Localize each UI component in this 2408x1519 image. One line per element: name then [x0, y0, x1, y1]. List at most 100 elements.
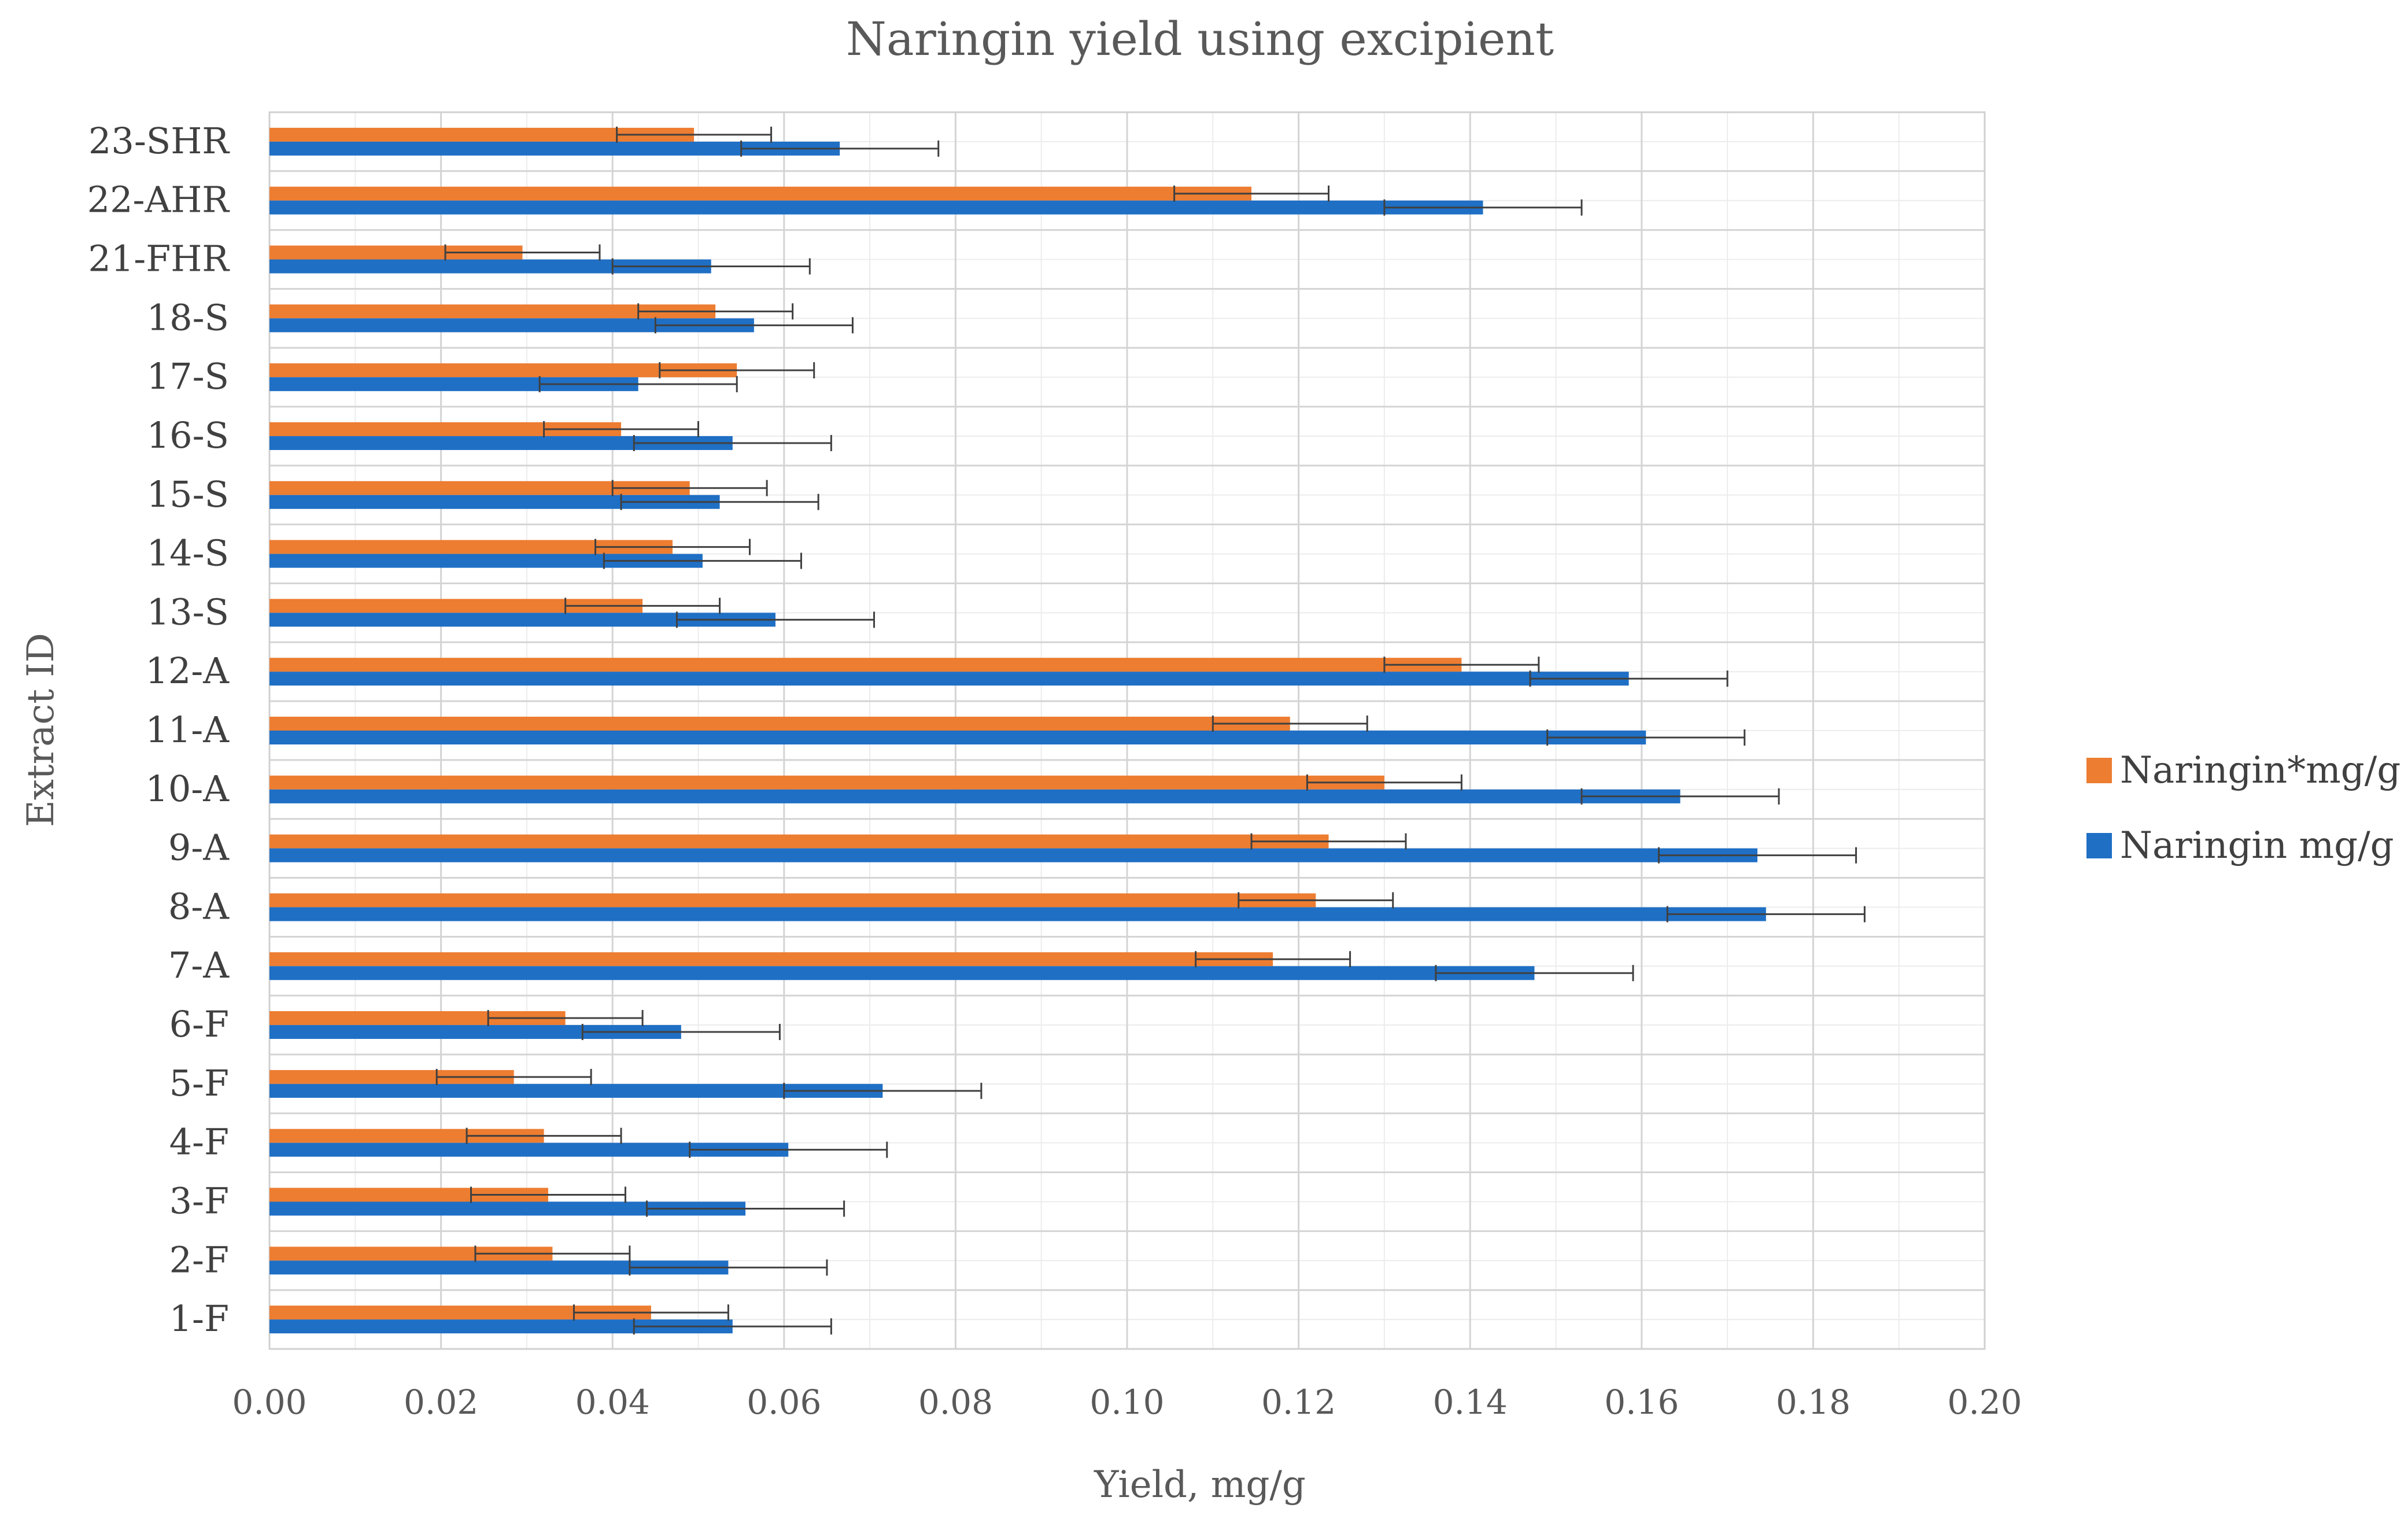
- error-bar-naringin-12-A: [1529, 670, 1729, 687]
- x-tick-label: 0.18: [1776, 1382, 1851, 1422]
- error-bar-naringin-excipient-17-S: [659, 362, 815, 379]
- bar-naringin-excipient-9-A: [269, 834, 1329, 849]
- error-bar-naringin-17-S: [538, 376, 738, 393]
- error-bar-naringin-excipient-10-A: [1306, 774, 1462, 791]
- error-bar-naringin-excipient-21-FHR: [444, 244, 601, 261]
- error-bar-naringin-excipient-2-F: [474, 1245, 631, 1262]
- error-bar-naringin-4-F: [689, 1141, 888, 1158]
- error-bar-naringin-excipient-1-F: [573, 1304, 729, 1321]
- error-bar-naringin-3-F: [646, 1200, 845, 1217]
- category-label: 18-S: [147, 296, 229, 338]
- x-tick-label: 0.02: [404, 1382, 478, 1422]
- category-label: 1-F: [169, 1297, 229, 1340]
- error-bar-naringin-excipient-18-S: [637, 303, 794, 320]
- error-bar-naringin-8-A: [1666, 906, 1866, 923]
- error-bar-naringin-excipient-13-S: [564, 598, 721, 614]
- x-tick-label: 0.16: [1604, 1382, 1679, 1422]
- error-bar-naringin-6-F: [581, 1024, 781, 1041]
- bar-naringin-excipient-22-AHR: [269, 186, 1252, 201]
- bar-naringin-8-A: [269, 907, 1766, 921]
- category-label: 6-F: [169, 1003, 229, 1045]
- legend: Naringin*mg/g Naringin mg/g: [2086, 749, 2400, 867]
- x-tick-label: 0.14: [1433, 1382, 1508, 1422]
- bars: [269, 127, 1766, 1334]
- y-axis-categories: 1-F 2-F 3-F 4-F 5-F 6-F 7-A 8-A 9-A 10-A 11-A 12-A 1…: [87, 120, 231, 1340]
- error-bar-naringin-excipient-3-F: [470, 1186, 626, 1203]
- category-label: 10-A: [145, 768, 230, 810]
- error-bar-naringin-14-S: [603, 552, 802, 569]
- error-bar-naringin-18-S: [654, 317, 854, 334]
- error-bar-naringin-16-S: [633, 434, 832, 451]
- legend-item: Naringin mg/g: [2086, 824, 2394, 867]
- x-axis-title: Yield, mg/g: [1094, 1463, 1306, 1506]
- error-bar-naringin-excipient-15-S: [611, 480, 768, 496]
- error-bars: [435, 126, 1866, 1335]
- error-bar-naringin-excipient-7-A: [1195, 951, 1351, 968]
- error-bar-naringin-excipient-12-A: [1383, 657, 1540, 673]
- bar-naringin-excipient-8-A: [269, 893, 1316, 908]
- category-label: 21-FHR: [88, 238, 230, 280]
- x-tick-label: 0.06: [747, 1382, 821, 1422]
- error-bar-naringin-excipient-22-AHR: [1173, 185, 1330, 202]
- error-bar-naringin-excipient-16-S: [543, 421, 699, 437]
- y-axis-title: Extract ID: [20, 633, 62, 827]
- bar-naringin-excipient-12-A: [269, 658, 1462, 672]
- chart-title: Naringin yield using excipient: [846, 12, 1554, 66]
- bar-naringin-5-F: [269, 1083, 883, 1098]
- x-axis-ticks: 0.00 0.02 0.04 0.06 0.08 0.10 0.12 0.14 0.16 0.18…: [232, 1382, 2022, 1422]
- x-tick-label: 0.12: [1261, 1382, 1336, 1422]
- error-bar-naringin-7-A: [1435, 965, 1634, 982]
- x-tick-label: 0.04: [575, 1382, 650, 1422]
- category-label: 12-A: [145, 650, 230, 692]
- bar-naringin-excipient-7-A: [269, 952, 1273, 967]
- legend-item: Naringin*mg/g: [2086, 749, 2400, 792]
- category-label: 14-S: [147, 532, 229, 574]
- error-bar-naringin-9-A: [1657, 847, 1857, 864]
- error-bar-naringin-excipient-8-A: [1238, 892, 1394, 909]
- legend-label: Naringin*mg/g: [2120, 749, 2400, 792]
- category-label: 11-A: [145, 709, 230, 751]
- error-bar-naringin-excipient-14-S: [594, 539, 751, 555]
- legend-label: Naringin mg/g: [2120, 824, 2394, 867]
- bar-naringin-7-A: [269, 966, 1535, 980]
- error-bar-naringin-11-A: [1546, 729, 1746, 746]
- category-label: 17-S: [147, 355, 229, 397]
- bar-naringin-10-A: [269, 789, 1681, 803]
- bar-naringin-9-A: [269, 848, 1758, 862]
- category-label: 5-F: [169, 1062, 229, 1104]
- error-bar-naringin-excipient-23-SHR: [616, 126, 773, 143]
- category-label: 4-F: [169, 1121, 229, 1163]
- category-label: 13-S: [147, 591, 229, 633]
- error-bar-naringin-excipient-9-A: [1250, 833, 1407, 850]
- category-label: 9-A: [168, 827, 230, 869]
- legend-swatch: [2086, 758, 2112, 783]
- error-bar-naringin-5-F: [783, 1082, 983, 1099]
- bar-naringin-excipient-11-A: [269, 717, 1290, 731]
- x-tick-label: 0.08: [918, 1382, 993, 1422]
- bar-naringin-12-A: [269, 672, 1629, 686]
- category-label: 15-S: [147, 473, 229, 515]
- x-tick-label: 0.10: [1089, 1382, 1164, 1422]
- category-label: 16-S: [147, 414, 229, 456]
- category-label: 8-A: [168, 885, 230, 927]
- legend-swatch: [2086, 833, 2112, 858]
- bar-naringin-11-A: [269, 731, 1646, 744]
- error-bar-naringin-excipient-5-F: [435, 1068, 592, 1085]
- error-bar-naringin-excipient-11-A: [1212, 716, 1368, 732]
- error-bar-naringin-21-FHR: [611, 258, 811, 275]
- category-label: 3-F: [169, 1179, 229, 1222]
- error-bar-naringin-10-A: [1580, 788, 1780, 805]
- error-bar-naringin-2-F: [629, 1259, 828, 1276]
- x-tick-label: 0.00: [232, 1382, 306, 1422]
- error-bar-naringin-13-S: [675, 611, 876, 628]
- error-bar-naringin-1-F: [633, 1318, 832, 1335]
- bar-naringin-excipient-10-A: [269, 775, 1384, 790]
- category-label: 22-AHR: [87, 179, 231, 221]
- error-bar-naringin-excipient-4-F: [466, 1127, 622, 1144]
- bar-naringin-22-AHR: [269, 200, 1483, 215]
- error-bar-naringin-23-SHR: [740, 140, 940, 157]
- error-bar-naringin-15-S: [620, 493, 819, 510]
- error-bar-naringin-excipient-6-F: [487, 1010, 644, 1027]
